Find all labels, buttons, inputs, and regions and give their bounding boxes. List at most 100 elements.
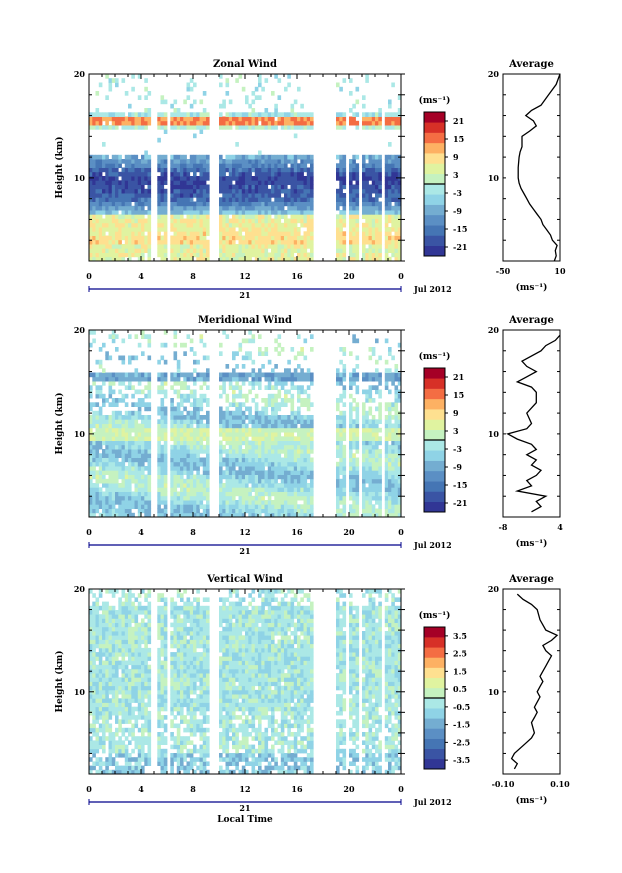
heatmap-cell xyxy=(349,393,353,399)
heatmap-cell xyxy=(180,398,184,403)
heatmap-cell xyxy=(274,347,278,352)
heatmap-cell xyxy=(397,500,402,505)
heatmap-cell xyxy=(371,112,376,117)
heatmap-cell xyxy=(183,248,187,253)
heatmap-cell xyxy=(339,231,343,236)
heatmap-cell xyxy=(141,444,145,450)
heatmap-cell xyxy=(306,176,311,181)
heatmap-cell xyxy=(297,483,301,488)
heatmap-cell xyxy=(115,235,119,241)
heatmap-cell xyxy=(293,427,298,433)
heatmap-cell xyxy=(388,120,392,126)
heatmap-cell xyxy=(173,483,178,488)
heatmap-cell xyxy=(222,210,226,215)
heatmap-cell xyxy=(92,410,96,416)
heatmap-cell xyxy=(95,478,100,484)
heatmap-cell xyxy=(137,210,142,215)
heatmap-cell xyxy=(303,457,308,463)
heatmap-cell xyxy=(144,116,148,122)
heatmap-cell xyxy=(280,457,285,463)
heatmap-cell xyxy=(92,201,96,207)
heatmap-cell xyxy=(137,466,142,471)
heatmap-cell xyxy=(170,423,174,429)
profile-y-tick-label: 10 xyxy=(488,173,500,183)
heatmap-cell xyxy=(202,159,207,164)
heatmap-cell xyxy=(258,470,262,475)
heatmap-cell xyxy=(189,239,194,245)
heatmap-cell xyxy=(271,231,275,236)
heatmap-cell xyxy=(267,427,272,433)
heatmap-cell xyxy=(222,461,226,467)
heatmap-cell xyxy=(371,508,376,514)
heatmap-cell xyxy=(238,201,243,207)
heatmap-cell xyxy=(199,167,204,173)
heatmap-cell xyxy=(108,239,113,245)
heatmap-cell xyxy=(102,423,106,429)
heatmap-cell xyxy=(92,440,96,446)
heatmap-cell xyxy=(173,512,178,518)
heatmap-cell xyxy=(134,125,139,130)
heatmap-cell xyxy=(144,504,148,509)
heatmap-cell xyxy=(274,376,278,382)
heatmap-cell xyxy=(163,432,168,437)
heatmap-cell xyxy=(251,125,256,130)
heatmap-cell xyxy=(193,222,197,228)
heatmap-cell xyxy=(189,478,194,484)
heatmap-cell xyxy=(297,512,301,518)
heatmap-cell xyxy=(371,376,376,382)
heatmap-cell xyxy=(238,125,243,130)
heatmap-cell xyxy=(397,120,402,126)
heatmap-cell xyxy=(371,504,376,509)
heatmap-cell xyxy=(258,449,262,454)
heatmap-cell xyxy=(297,491,301,497)
heatmap-cell xyxy=(303,184,308,190)
heatmap-cell xyxy=(105,398,109,403)
heatmap-cell xyxy=(310,163,314,168)
heatmap-cell xyxy=(371,487,376,492)
heatmap-cell xyxy=(193,180,197,185)
heatmap-cell xyxy=(394,427,399,433)
heatmap-cell xyxy=(388,231,392,236)
heatmap-cell xyxy=(163,491,168,497)
heatmap-cell xyxy=(232,231,236,236)
heatmap-cell xyxy=(267,440,272,446)
heatmap-cell xyxy=(131,205,135,211)
heatmap-cell xyxy=(355,410,360,416)
heatmap-cell xyxy=(349,91,353,96)
heatmap-cell xyxy=(115,214,119,219)
heatmap-cell xyxy=(287,154,291,160)
heatmap-cell xyxy=(267,125,272,130)
heatmap-cell xyxy=(287,512,291,518)
heatmap-cell xyxy=(277,227,282,232)
heatmap-cell xyxy=(306,372,311,378)
heatmap-cell xyxy=(173,222,178,228)
heatmap-cell xyxy=(118,495,122,501)
heatmap-cell xyxy=(144,218,148,224)
heatmap-cell xyxy=(362,197,366,202)
heatmap-cell xyxy=(186,163,191,168)
heatmap-cell xyxy=(290,244,295,249)
heatmap-cell xyxy=(355,406,360,412)
heatmap-cell xyxy=(235,171,239,177)
heatmap-cell xyxy=(277,402,282,407)
heatmap-cell xyxy=(274,235,278,241)
heatmap-cell xyxy=(290,508,295,514)
heatmap-cell xyxy=(183,453,187,458)
heatmap-cell xyxy=(394,193,399,198)
heatmap-cell xyxy=(300,163,304,168)
heatmap-cell xyxy=(222,504,226,509)
heatmap-cell xyxy=(310,171,314,177)
heatmap-cell xyxy=(176,184,181,190)
heatmap-cell xyxy=(303,504,308,509)
heatmap-cell xyxy=(355,461,360,467)
heatmap-cell xyxy=(290,218,295,224)
heatmap-cell xyxy=(248,193,252,198)
heatmap-cell xyxy=(219,415,223,420)
heatmap-cell xyxy=(176,364,181,369)
heatmap-cell xyxy=(258,256,262,262)
heatmap-cell xyxy=(365,500,369,505)
heatmap-cell xyxy=(342,419,347,424)
heatmap-cell xyxy=(193,359,197,365)
heatmap-cell xyxy=(352,423,356,429)
heatmap-cell xyxy=(290,470,295,475)
